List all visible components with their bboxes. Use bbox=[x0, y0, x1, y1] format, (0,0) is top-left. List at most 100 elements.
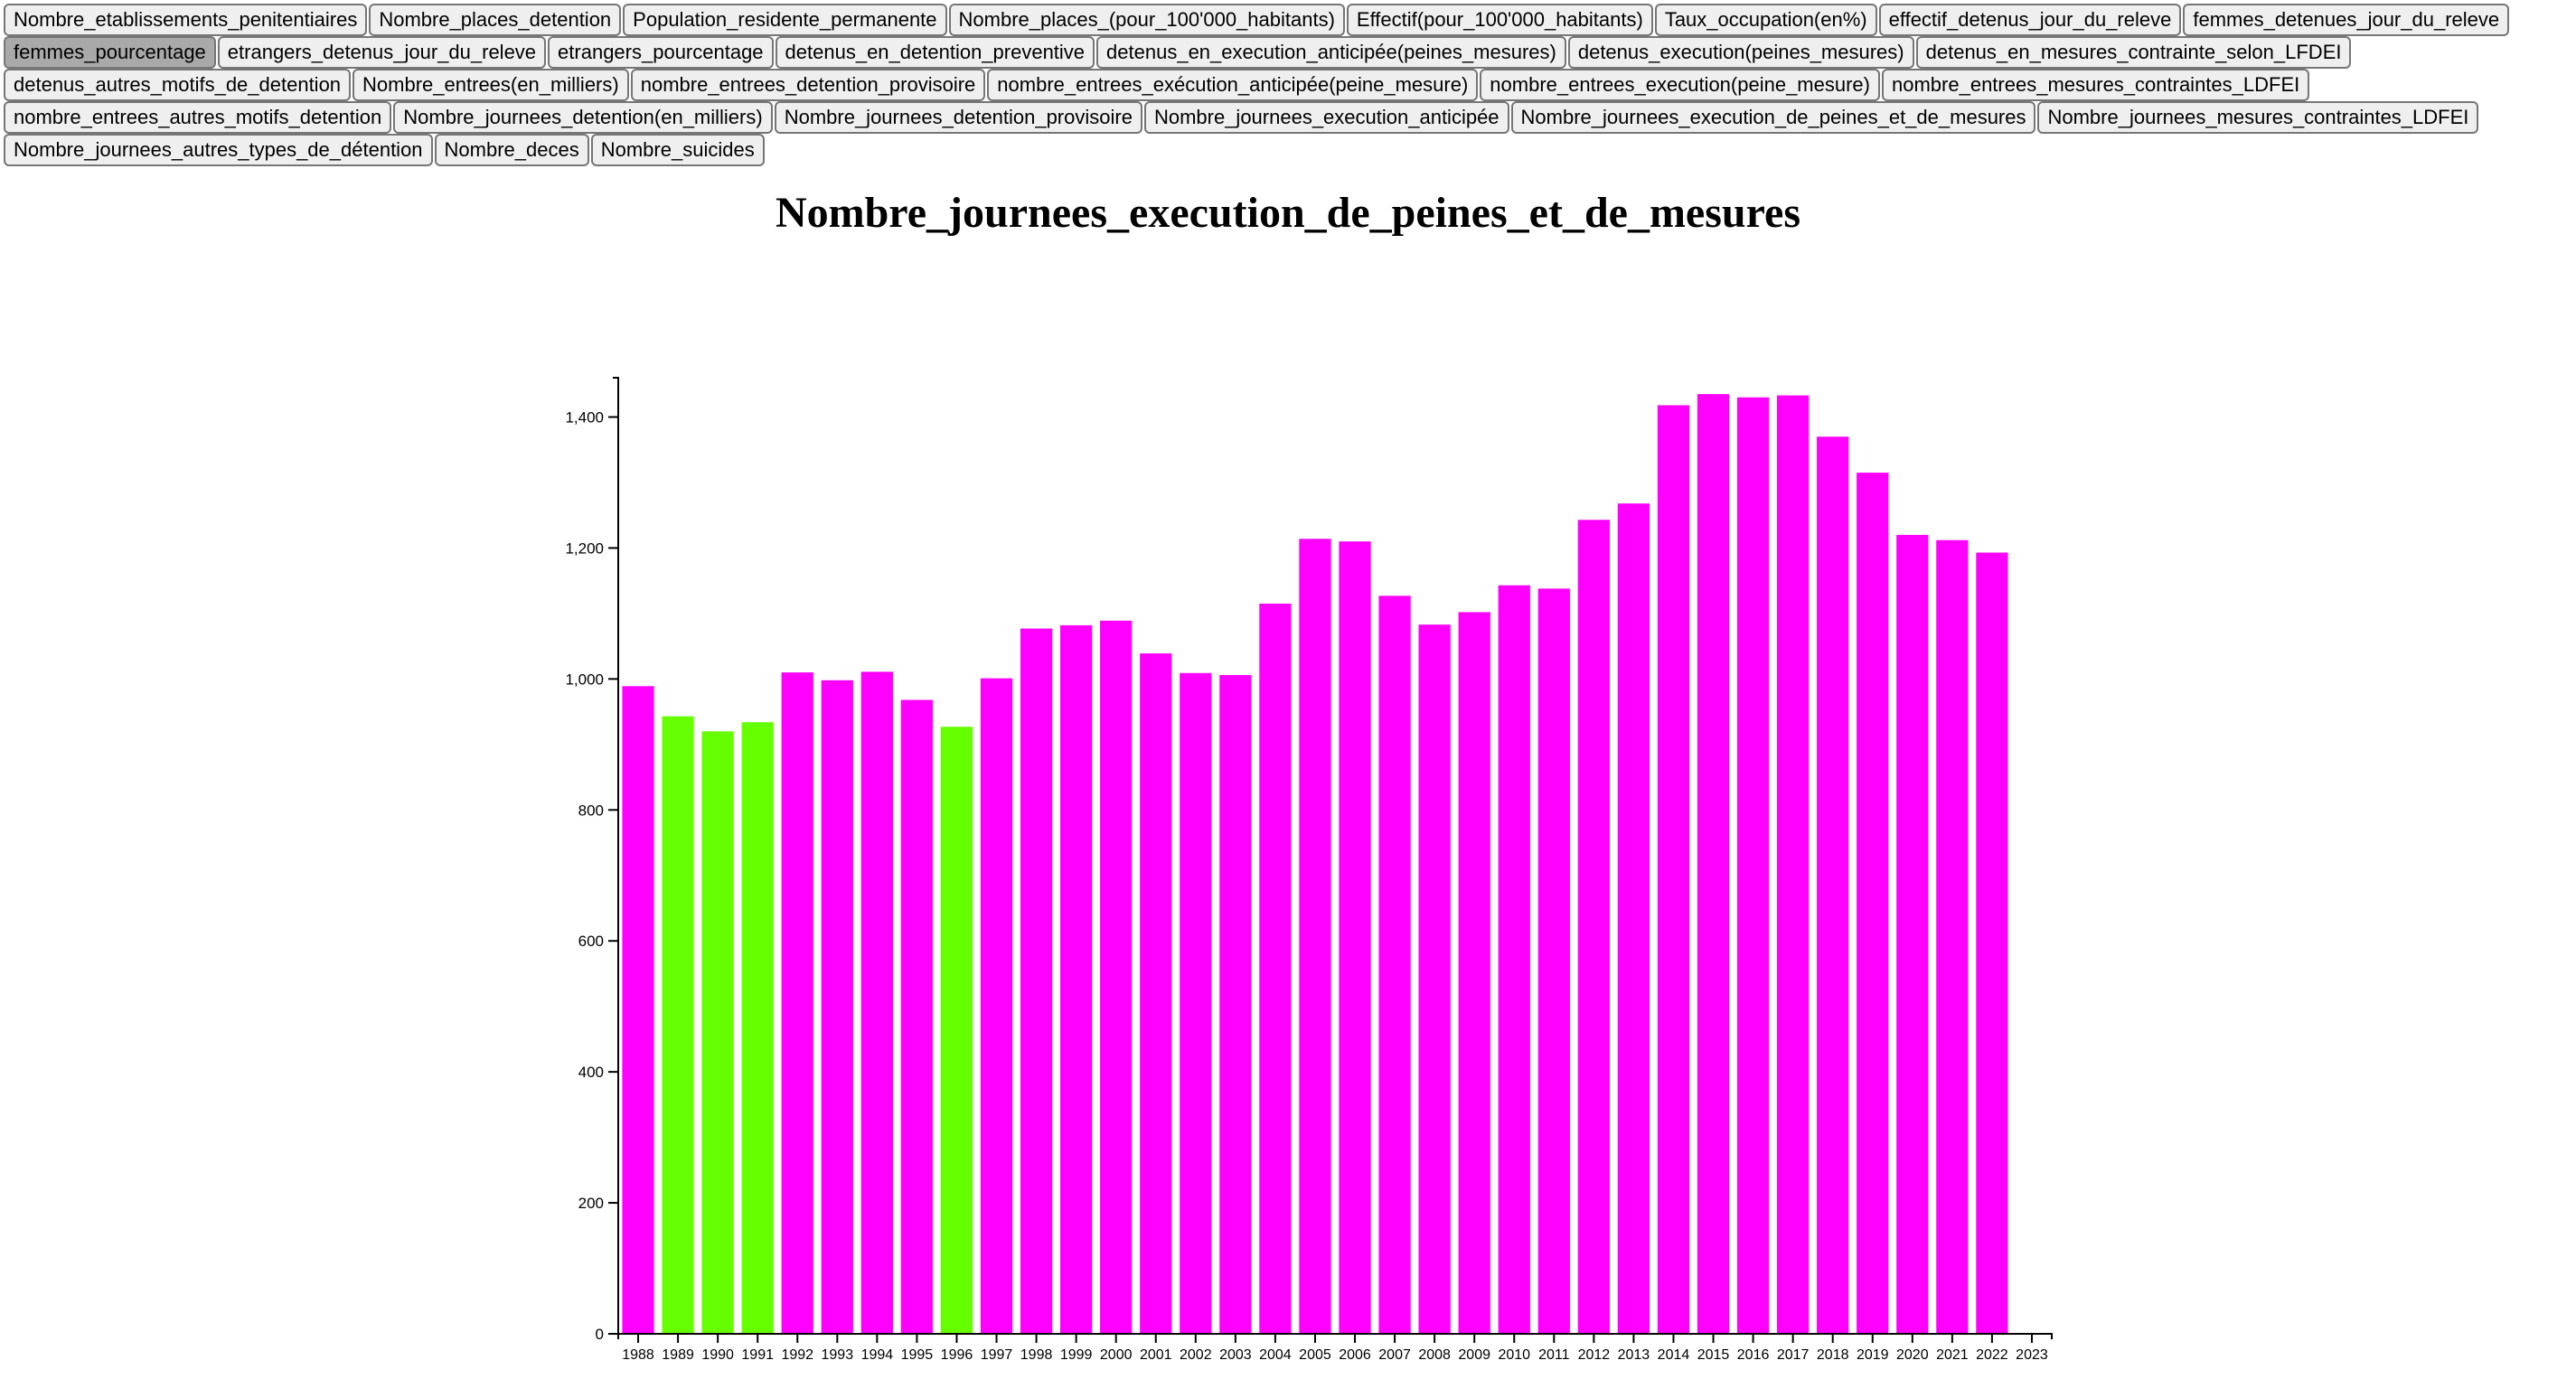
bar bbox=[1339, 541, 1371, 1334]
y-tick-label: 0 bbox=[596, 1326, 604, 1343]
x-tick-label: 1988 bbox=[622, 1347, 654, 1363]
bar bbox=[1378, 596, 1411, 1334]
y-tick-label: 400 bbox=[578, 1064, 604, 1081]
variable-button[interactable]: Nombre_journees_mesures_contraintes_LDFE… bbox=[2037, 101, 2479, 134]
x-tick-label: 2020 bbox=[1896, 1347, 1929, 1363]
bar bbox=[1020, 628, 1053, 1334]
x-tick-label: 1995 bbox=[901, 1347, 934, 1363]
x-tick-label: 2013 bbox=[1618, 1347, 1650, 1363]
variable-button[interactable]: etrangers_detenus_jour_du_releve bbox=[217, 36, 547, 69]
x-tick-label: 2009 bbox=[1458, 1347, 1490, 1363]
x-tick-label: 2014 bbox=[1658, 1347, 1690, 1363]
y-tick-label: 800 bbox=[578, 802, 604, 819]
variable-button[interactable]: Nombre_journees_detention(en_milliers) bbox=[393, 101, 773, 134]
y-tick-label: 1,000 bbox=[565, 671, 604, 688]
y-tick-label: 600 bbox=[578, 933, 604, 950]
variable-button[interactable]: femmes_pourcentage bbox=[4, 36, 216, 69]
bar bbox=[860, 671, 893, 1334]
bar bbox=[980, 678, 1013, 1334]
bar bbox=[1060, 624, 1093, 1334]
x-tick-label: 2018 bbox=[1817, 1347, 1849, 1363]
x-tick-label: 1994 bbox=[861, 1347, 894, 1363]
x-tick-label: 1991 bbox=[741, 1347, 774, 1363]
variable-button[interactable]: Nombre_journees_detention_provisoire bbox=[774, 101, 1142, 134]
x-tick-label: 2008 bbox=[1418, 1347, 1451, 1363]
y-tick-label: 1,400 bbox=[565, 408, 604, 426]
variable-button[interactable]: detenus_execution(peines_mesures) bbox=[1567, 36, 1914, 69]
x-tick-label: 1992 bbox=[781, 1347, 813, 1363]
bar bbox=[1458, 612, 1490, 1334]
variable-button[interactable]: nombre_entrees_exécution_anticipée(peine… bbox=[987, 69, 1479, 101]
bar bbox=[781, 672, 813, 1334]
x-tick-label: 2000 bbox=[1100, 1347, 1133, 1363]
variable-button[interactable]: detenus_en_mesures_contrainte_selon_LFDE… bbox=[1915, 36, 2352, 69]
variable-button[interactable]: Population_residente_permanente bbox=[623, 4, 947, 36]
variable-button[interactable]: etrangers_pourcentage bbox=[548, 36, 774, 69]
bar bbox=[1976, 552, 2008, 1334]
bar bbox=[1857, 473, 1889, 1334]
x-tick-label: 1996 bbox=[941, 1347, 973, 1363]
x-tick-label: 2016 bbox=[1737, 1347, 1770, 1363]
bar bbox=[1498, 585, 1530, 1334]
variable-button[interactable]: Nombre_places_detention bbox=[369, 4, 622, 36]
variable-button[interactable]: Nombre_journees_execution_anticipée bbox=[1143, 101, 1509, 134]
bar bbox=[1817, 436, 1849, 1334]
x-tick-label: 2019 bbox=[1857, 1347, 1889, 1363]
bar bbox=[1896, 534, 1929, 1334]
bar bbox=[940, 727, 973, 1334]
x-tick-label: 1997 bbox=[981, 1347, 1013, 1363]
bar bbox=[1537, 588, 1570, 1334]
variable-button[interactable]: femmes_detenues_jour_du_releve bbox=[2183, 4, 2510, 36]
variable-button[interactable]: Nombre_journees_autres_types_de_détentio… bbox=[4, 134, 433, 166]
variable-button[interactable]: nombre_entrees_autres_motifs_detention bbox=[4, 101, 392, 134]
bar bbox=[1577, 520, 1610, 1334]
x-tick-label: 2012 bbox=[1578, 1347, 1611, 1363]
x-tick-label: 1993 bbox=[822, 1347, 854, 1363]
x-tick-label: 1999 bbox=[1060, 1347, 1093, 1363]
variable-button[interactable]: Nombre_journees_execution_de_peines_et_d… bbox=[1510, 101, 2036, 134]
variable-button[interactable]: detenus_en_detention_preventive bbox=[775, 36, 1095, 69]
bar bbox=[662, 716, 694, 1334]
x-tick-label: 2023 bbox=[2016, 1347, 2048, 1363]
variable-button[interactable]: detenus_autres_motifs_de_detention bbox=[4, 69, 352, 101]
x-tick-label: 2017 bbox=[1777, 1347, 1810, 1363]
bar bbox=[1259, 604, 1292, 1334]
x-tick-label: 2003 bbox=[1219, 1347, 1252, 1363]
variable-button[interactable]: nombre_entrees_detention_provisoire bbox=[630, 69, 986, 101]
variable-button[interactable]: Taux_occupation(en%) bbox=[1654, 4, 1877, 36]
y-axis-line bbox=[613, 377, 619, 1335]
bar bbox=[622, 686, 654, 1334]
bar bbox=[701, 731, 734, 1334]
x-tick-label: 2005 bbox=[1299, 1347, 1331, 1363]
x-tick-label: 1998 bbox=[1020, 1347, 1053, 1363]
y-tick-label: 200 bbox=[578, 1195, 604, 1212]
variable-button[interactable]: detenus_en_execution_anticipée(peines_me… bbox=[1096, 36, 1566, 69]
x-tick-label: 1989 bbox=[662, 1347, 694, 1363]
variable-button[interactable]: Effectif(pour_100'000_habitants) bbox=[1346, 4, 1653, 36]
bar bbox=[1697, 394, 1730, 1334]
variable-button[interactable]: Nombre_places_(pour_100'000_habitants) bbox=[948, 4, 1345, 36]
bar bbox=[1936, 539, 1969, 1334]
bar bbox=[1180, 672, 1212, 1334]
variable-button[interactable]: Nombre_suicides bbox=[590, 134, 765, 166]
bar bbox=[1219, 674, 1252, 1334]
x-axis-line bbox=[617, 1333, 2053, 1339]
bar bbox=[900, 699, 934, 1334]
bar bbox=[1736, 397, 1770, 1334]
x-tick-label: 2022 bbox=[1976, 1347, 2008, 1363]
variable-button[interactable]: nombre_entrees_execution(peine_mesure) bbox=[1480, 69, 1880, 101]
variable-button-bar: Nombre_etablissements_penitentiaires Nomb… bbox=[4, 4, 2572, 166]
x-tick-label: 2011 bbox=[1538, 1347, 1570, 1363]
variable-button[interactable]: Nombre_deces bbox=[434, 134, 589, 166]
chart-title: Nombre_journees_execution_de_peines_et_d… bbox=[775, 189, 1801, 237]
bar bbox=[1140, 653, 1172, 1334]
variable-button[interactable]: nombre_entrees_mesures_contraintes_LDFEI bbox=[1882, 69, 2310, 101]
x-tick-label: 2021 bbox=[1936, 1347, 1969, 1363]
x-tick-label: 2015 bbox=[1697, 1347, 1730, 1363]
variable-button[interactable]: Nombre_etablissements_penitentiaires bbox=[4, 4, 368, 36]
variable-button[interactable]: Nombre_entrees(en_milliers) bbox=[353, 69, 629, 101]
bar bbox=[1617, 503, 1650, 1334]
variable-button[interactable]: effectif_detenus_jour_du_releve bbox=[1878, 4, 2182, 36]
x-tick-label: 2001 bbox=[1140, 1347, 1172, 1363]
